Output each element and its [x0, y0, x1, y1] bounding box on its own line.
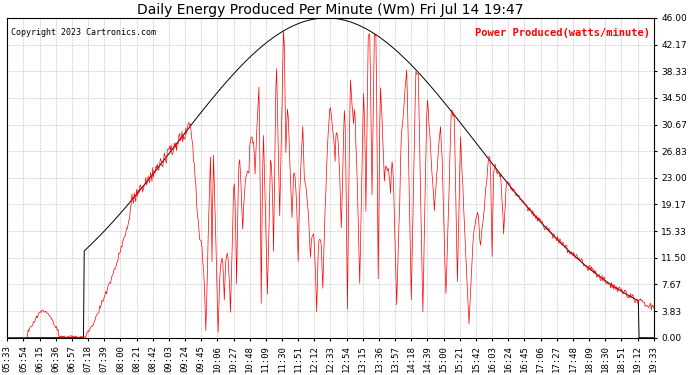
Text: Copyright 2023 Cartronics.com: Copyright 2023 Cartronics.com — [10, 27, 155, 36]
Text: Power Produced(watts/minute): Power Produced(watts/minute) — [475, 27, 651, 38]
Title: Daily Energy Produced Per Minute (Wm) Fri Jul 14 19:47: Daily Energy Produced Per Minute (Wm) Fr… — [137, 3, 524, 17]
